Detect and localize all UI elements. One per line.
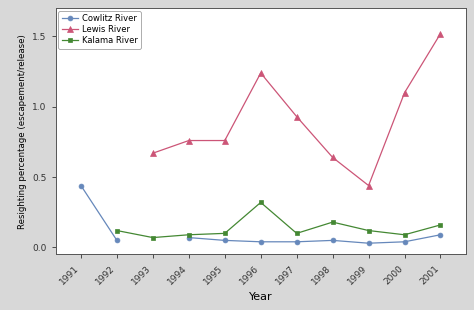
Cowlitz River <box>294 240 300 244</box>
Lewis River <box>222 139 228 142</box>
Kalama River <box>186 233 191 237</box>
Kalama River <box>258 201 264 204</box>
Cowlitz River <box>114 238 120 242</box>
Lewis River <box>401 91 407 95</box>
Kalama River <box>366 229 372 232</box>
Kalama River <box>401 233 407 237</box>
Lewis River <box>186 139 191 142</box>
Lewis River <box>366 184 372 188</box>
Cowlitz River <box>366 241 372 245</box>
Kalama River <box>114 229 120 232</box>
Lewis River <box>258 71 264 75</box>
Line: Cowlitz River: Cowlitz River <box>79 183 443 246</box>
Line: Kalama River: Kalama River <box>114 200 443 240</box>
Kalama River <box>222 232 228 235</box>
Lewis River <box>150 151 155 155</box>
Cowlitz River <box>330 238 336 242</box>
Kalama River <box>150 236 155 239</box>
Lewis River <box>294 115 300 118</box>
Legend: Cowlitz River, Lewis River, Kalama River: Cowlitz River, Lewis River, Kalama River <box>58 11 141 49</box>
Kalama River <box>438 223 443 227</box>
Cowlitz River <box>186 236 191 239</box>
Lewis River <box>330 156 336 159</box>
Cowlitz River <box>438 233 443 237</box>
Cowlitz River <box>401 240 407 244</box>
X-axis label: Year: Year <box>249 292 273 302</box>
Kalama River <box>330 220 336 224</box>
Lewis River <box>438 32 443 36</box>
Cowlitz River <box>78 184 84 188</box>
Y-axis label: Resighting percentage (escapement/release): Resighting percentage (escapement/releas… <box>18 34 27 229</box>
Kalama River <box>294 232 300 235</box>
Cowlitz River <box>222 238 228 242</box>
Line: Lewis River: Lewis River <box>150 30 444 189</box>
Cowlitz River <box>258 240 264 244</box>
